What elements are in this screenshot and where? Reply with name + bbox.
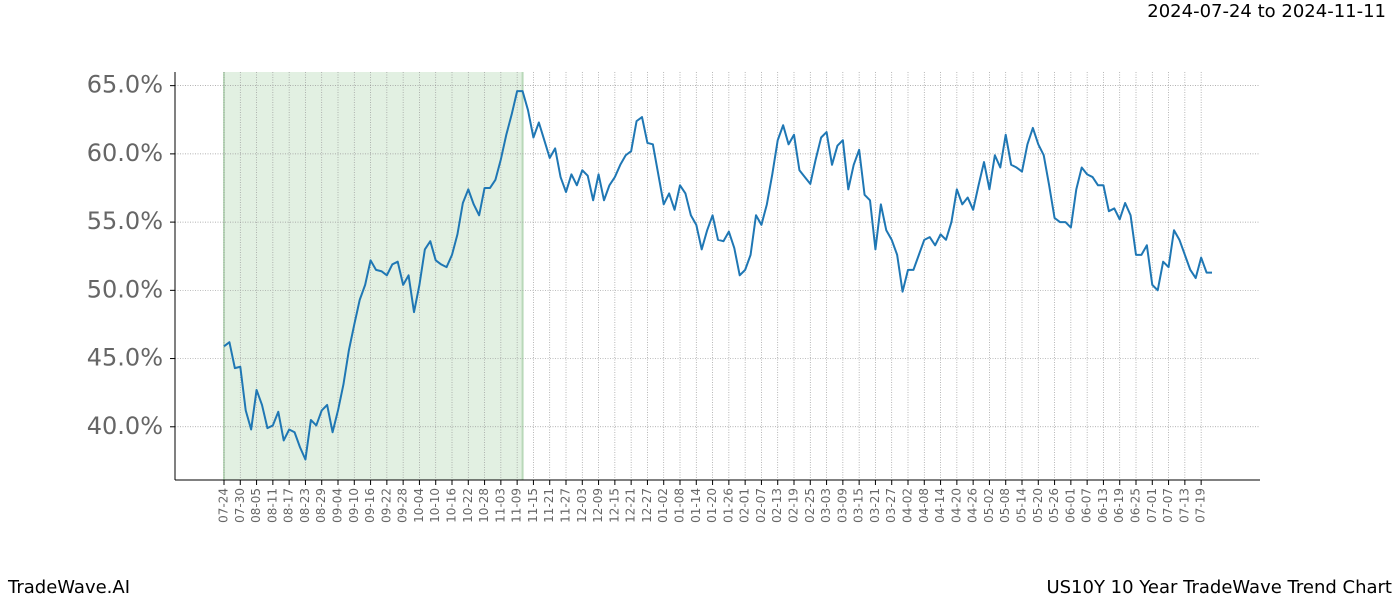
chart-title: US10Y 10 Year TradeWave Trend Chart [1046,577,1392,598]
x-tick-label: 08-29 [314,488,328,523]
x-tick-label: 12-15 [607,488,621,523]
highlight-band [224,72,523,480]
x-tick-label: 11-21 [542,488,556,523]
x-tick-label: 05-26 [1047,488,1061,523]
x-tick-label: 06-13 [1096,488,1110,523]
x-tick-label: 07-19 [1194,488,1208,523]
x-tick-label: 03-27 [884,488,898,523]
x-tick-label: 11-15 [526,488,540,523]
x-tick-label: 05-02 [982,488,996,523]
x-tick-label: 01-20 [705,488,719,523]
x-tick-label: 10-16 [445,488,459,523]
x-tick-label: 02-07 [754,488,768,523]
x-tick-label: 10-04 [412,488,426,523]
x-tick-label: 06-01 [1063,488,1077,523]
y-tick-label: 50.0% [87,275,163,303]
x-tick-label: 07-24 [217,488,231,523]
x-tick-label: 06-07 [1080,488,1094,523]
x-tick-label: 02-19 [787,488,801,523]
x-tick-label: 07-07 [1161,488,1175,523]
x-tick-label: 01-02 [656,488,670,523]
x-tick-label: 04-26 [966,488,980,523]
x-tick-label: 04-08 [917,488,931,523]
x-tick-label: 06-25 [1129,488,1143,523]
x-tick-label: 09-28 [396,488,410,523]
x-tick-label: 06-19 [1112,488,1126,523]
x-tick-label: 11-09 [510,488,524,523]
x-tick-label: 01-26 [721,488,735,523]
x-tick-label: 09-22 [379,488,393,523]
x-tick-label: 08-05 [249,488,263,523]
x-tick-label: 04-14 [933,488,947,523]
x-tick-label: 05-14 [1015,488,1029,523]
x-tick-label: 08-17 [282,488,296,523]
x-tick-label: 03-03 [819,488,833,523]
series-line [223,90,1212,461]
y-tick-label: 65.0% [87,71,163,99]
x-tick-label: 02-13 [770,488,784,523]
x-tick-label: 07-01 [1145,488,1159,523]
x-tick-label: 09-16 [363,488,377,523]
x-tick-label: 04-20 [949,488,963,523]
x-tick-label: 11-27 [559,488,573,523]
x-tick-label: 09-04 [331,488,345,523]
x-tick-label: 12-09 [591,488,605,523]
y-tick-label: 45.0% [87,344,163,372]
x-tick-label: 01-08 [673,488,687,523]
x-tick-label: 12-27 [640,488,654,523]
x-tick-label: 03-09 [835,488,849,523]
y-tick-label: 40.0% [87,412,163,440]
x-tick-label: 11-03 [493,488,507,523]
x-tick-label: 08-23 [298,488,312,523]
y-tick-label: 55.0% [87,207,163,235]
x-tick-label: 04-02 [901,488,915,523]
date-range: 2024-07-24 to 2024-11-11 [1147,1,1386,22]
brand: TradeWave.AI [7,577,130,598]
x-tick-label: 10-28 [477,488,491,523]
x-tick-label: 09-10 [347,488,361,523]
x-tick-label: 12-21 [624,488,638,523]
x-tick-label: 12-03 [575,488,589,523]
y-tick-label: 60.0% [87,139,163,167]
x-tick-label: 05-20 [1031,488,1045,523]
x-tick-label: 03-21 [868,488,882,523]
x-tick-label: 07-30 [233,488,247,523]
x-tick-label: 10-10 [428,488,442,523]
x-tick-label: 10-22 [461,488,475,523]
x-tick-label: 01-14 [689,488,703,523]
x-tick-label: 08-11 [265,488,279,523]
x-tick-label: 03-15 [852,488,866,523]
x-tick-label: 02-25 [803,488,817,523]
x-tick-label: 05-08 [998,488,1012,523]
x-tick-label: 02-01 [738,488,752,523]
x-tick-label: 07-13 [1177,488,1191,523]
